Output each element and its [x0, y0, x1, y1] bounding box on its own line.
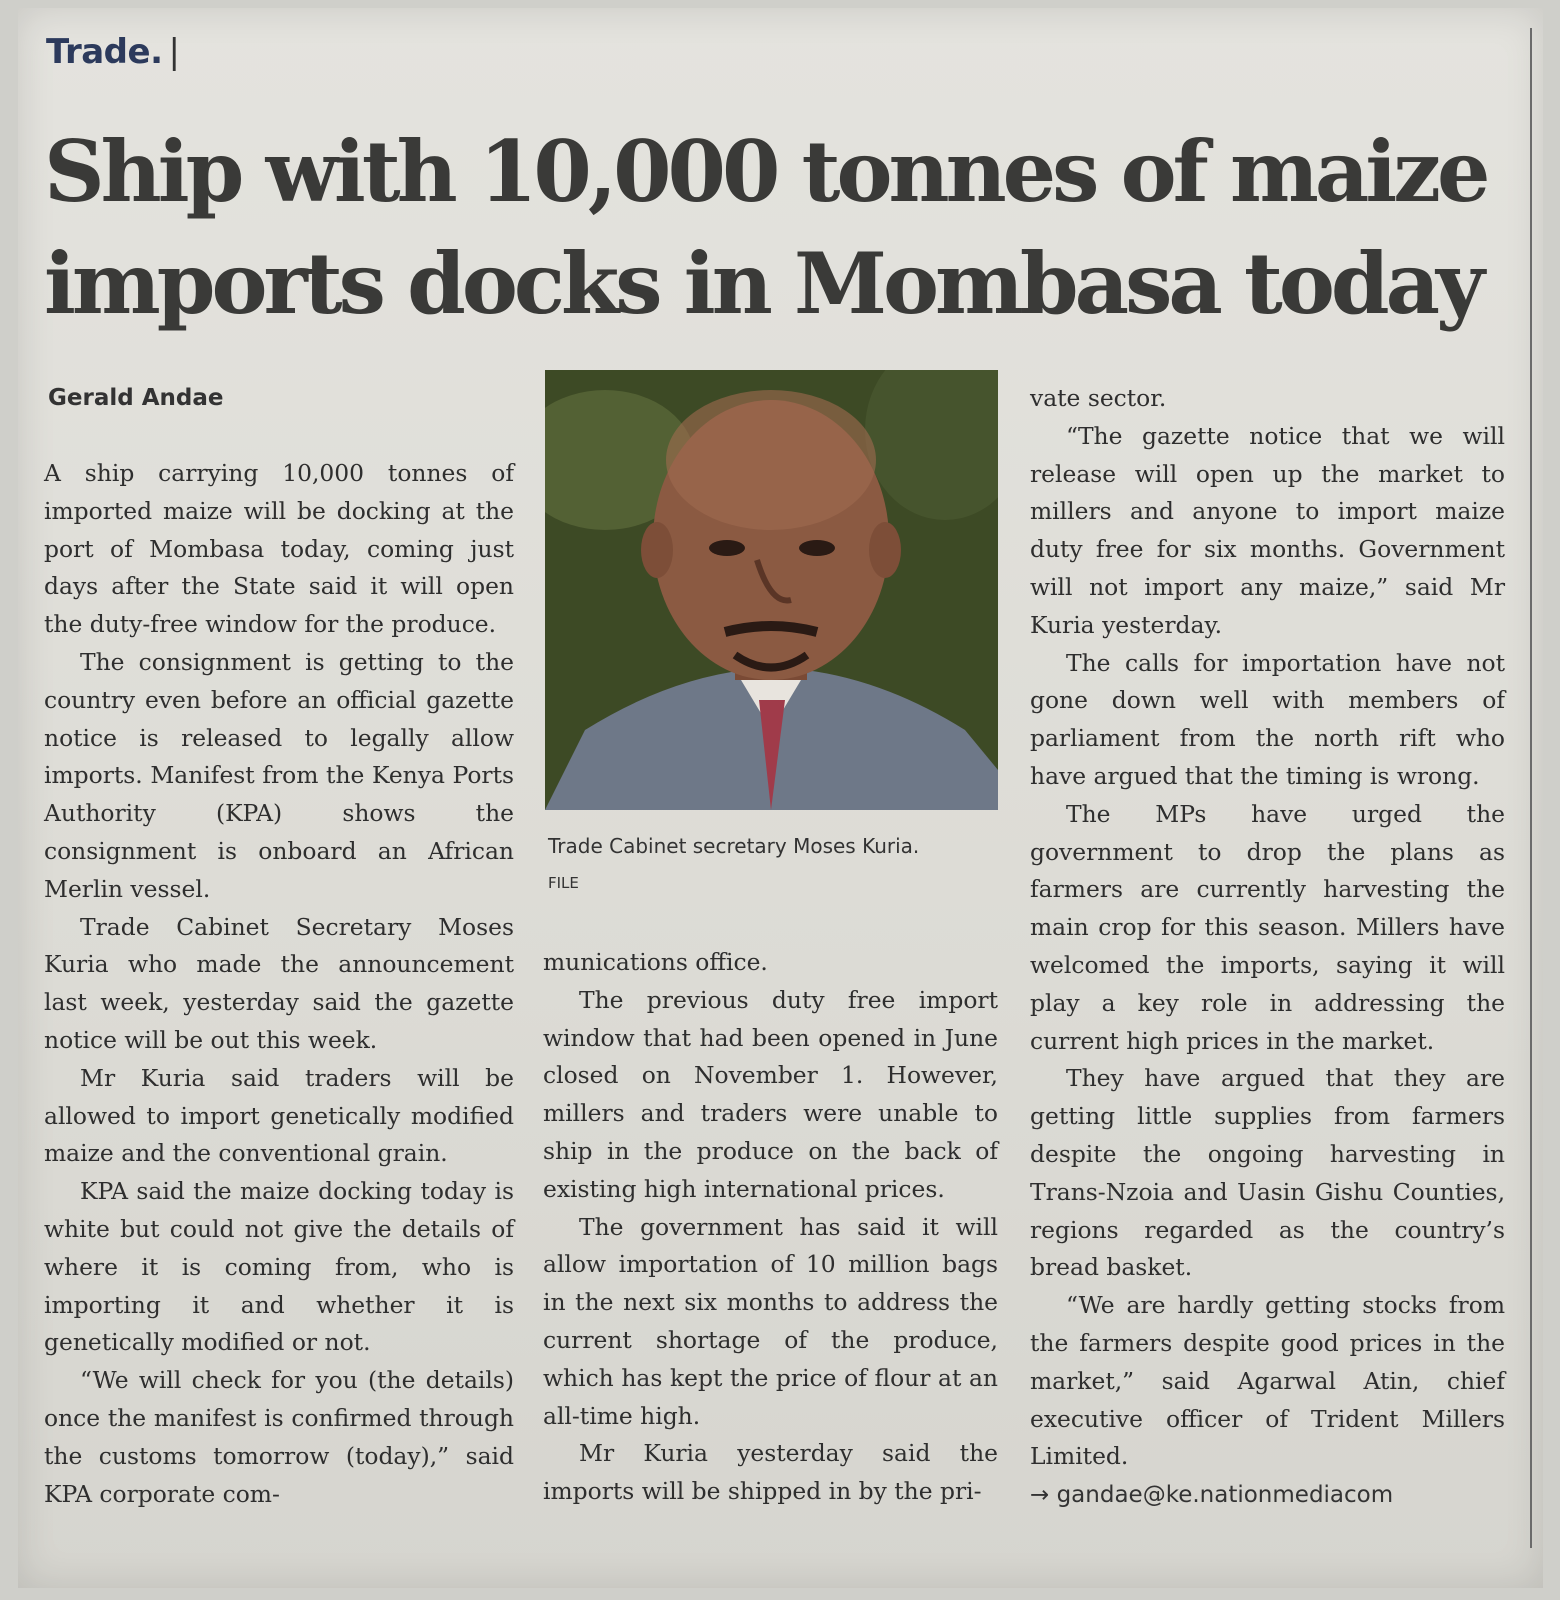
article-column-3: vate sector. “The gazette notice that we…	[1030, 380, 1505, 1476]
section-name: Trade.	[46, 32, 163, 72]
portrait-photo	[545, 370, 998, 810]
paragraph: “The gazette notice that we will release…	[1030, 421, 1505, 639]
paragraph: Mr Kuria yesterday said the imports will…	[543, 1439, 998, 1506]
paragraph: The previous duty free import window tha…	[543, 985, 998, 1203]
article-column-2: munications office. The previous duty fr…	[543, 944, 998, 1511]
paragraph: “We will check for you (the details) onc…	[44, 1366, 514, 1508]
headline: Ship with 10,000 tonnes of maize imports…	[44, 116, 1524, 340]
byline: Gerald Andae	[48, 385, 224, 411]
paragraph: Mr Kuria said traders will be allowed to…	[44, 1063, 514, 1168]
paragraph: The government has said it will allow im…	[543, 1212, 998, 1430]
section-divider: |	[168, 32, 180, 72]
portrait-illustration	[545, 370, 998, 810]
newspaper-page: Trade. | Ship with 10,000 tonnes of maize…	[18, 8, 1543, 1588]
author-email: → gandae@ke.nationmediacom	[1030, 1482, 1394, 1508]
paragraph: Trade Cabinet Secretary Moses Kuria who …	[44, 912, 514, 1054]
photo-credit: FILE	[548, 874, 579, 892]
page-edge-rule	[1530, 28, 1532, 1548]
paragraph: munications office.	[543, 948, 768, 976]
headline-line-2: imports docks in Mombasa today	[44, 234, 1485, 333]
article-column-1: A ship carrying 10,000 tonnes of importe…	[44, 455, 514, 1513]
section-label: Trade. |	[46, 32, 180, 72]
photo-caption: Trade Cabinet secretary Moses Kuria.	[548, 834, 920, 858]
paragraph: They have argued that they are getting l…	[1030, 1064, 1505, 1282]
paragraph: KPA said the maize docking today is whit…	[44, 1177, 514, 1357]
paragraph: vate sector.	[1030, 384, 1167, 412]
paragraph: A ship carrying 10,000 tonnes of importe…	[44, 459, 514, 639]
paragraph: The consignment is getting to the countr…	[44, 647, 514, 903]
paragraph: “We are hardly getting stocks from the f…	[1030, 1291, 1505, 1471]
headline-line-1: Ship with 10,000 tonnes of maize	[44, 122, 1490, 221]
paragraph: The MPs have urged the government to dro…	[1030, 799, 1505, 1055]
paragraph: The calls for importation have not gone …	[1030, 648, 1505, 790]
